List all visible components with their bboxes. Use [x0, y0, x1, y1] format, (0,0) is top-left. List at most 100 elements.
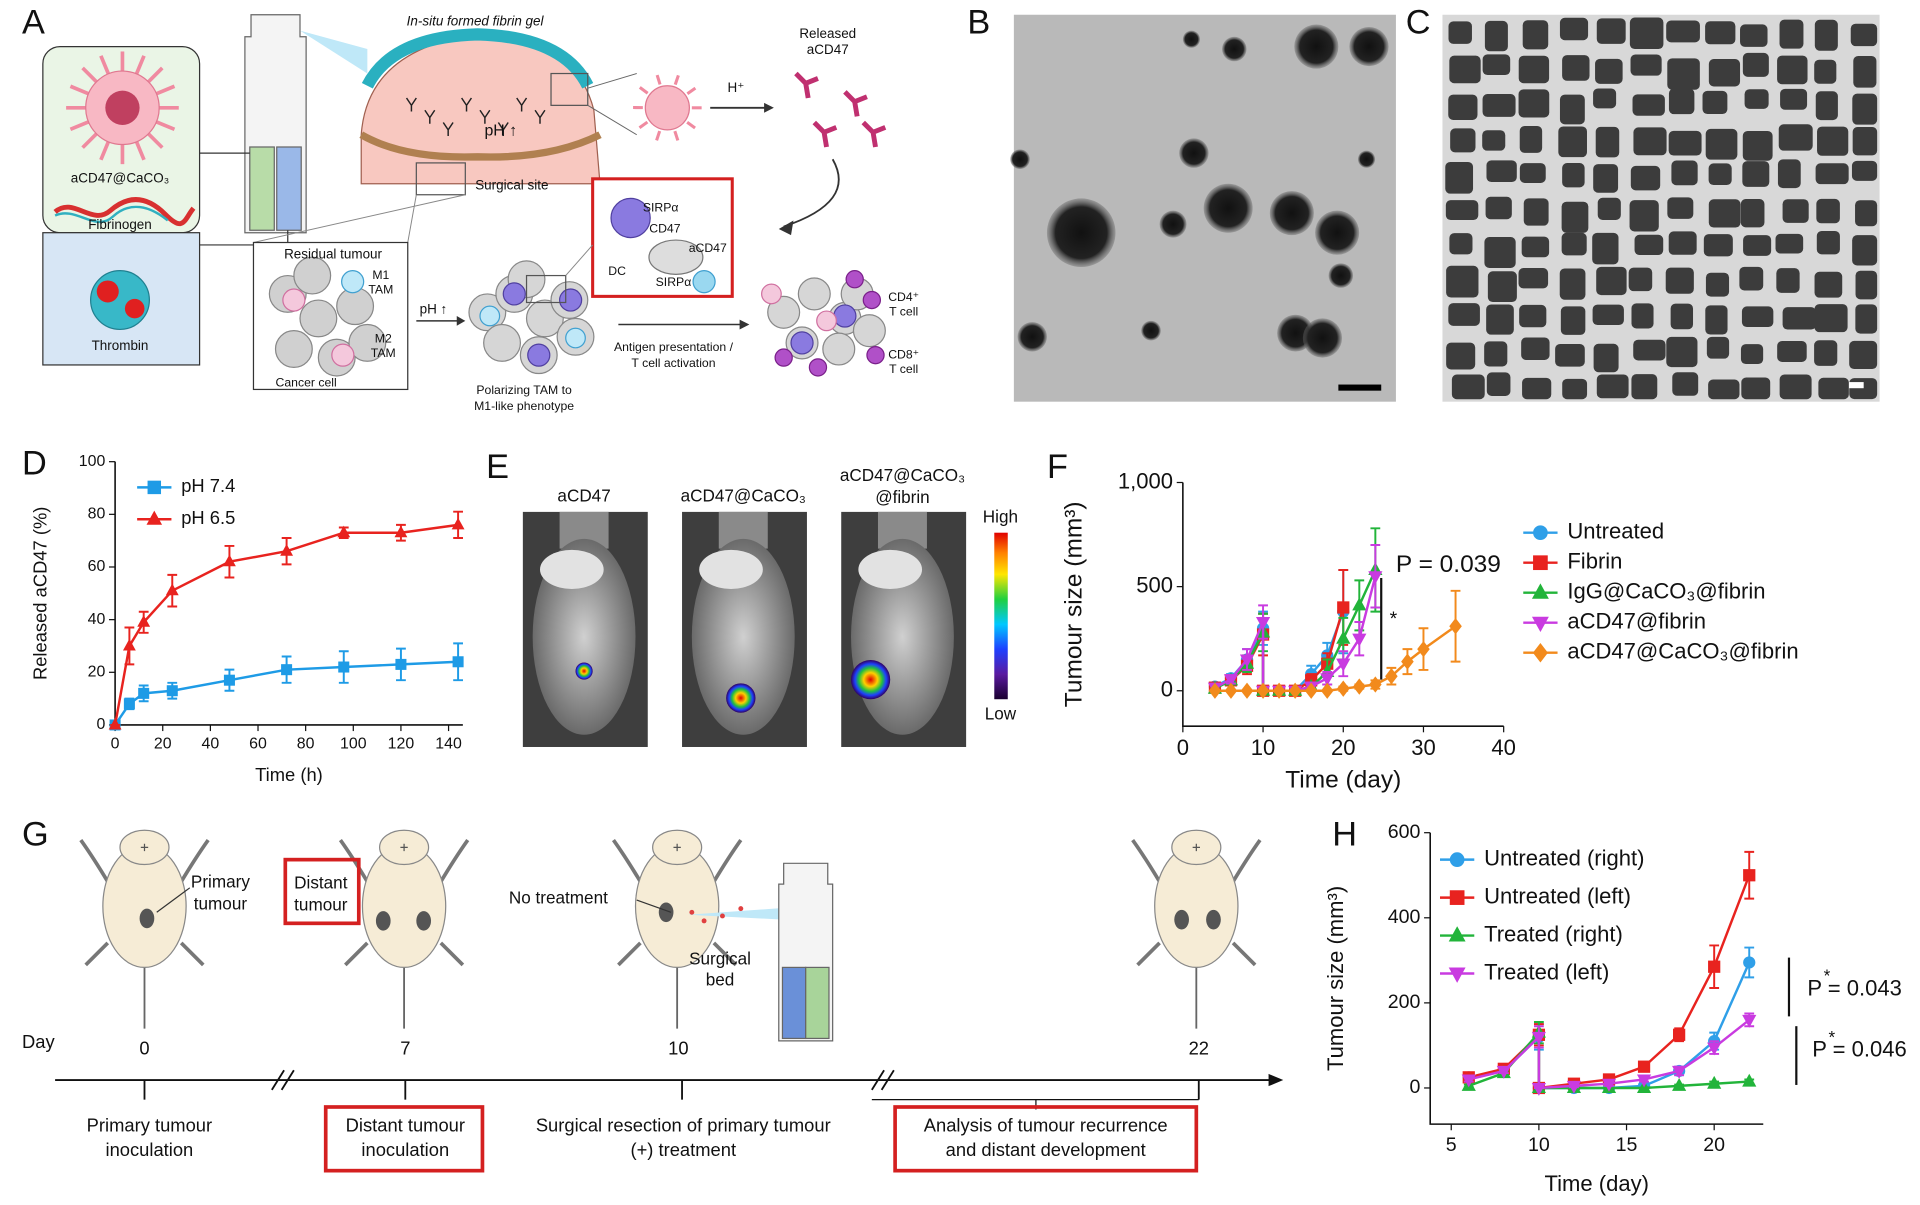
marker	[1566, 1080, 1582, 1094]
pore	[1741, 377, 1771, 400]
pore	[1670, 303, 1694, 330]
pore	[1667, 197, 1694, 219]
pore	[1815, 163, 1849, 185]
antibody	[81, 130, 100, 149]
particle-image	[1203, 183, 1253, 233]
x-axis-title: Time (h)	[255, 764, 323, 785]
pore	[1482, 130, 1506, 151]
label: 22	[1189, 1037, 1209, 1058]
pore	[1487, 271, 1517, 303]
arrowhead	[1268, 1073, 1284, 1087]
pore	[1562, 378, 1588, 400]
label: inoculation	[105, 1139, 193, 1160]
pore	[1740, 344, 1764, 364]
label: Primary	[191, 871, 250, 891]
marker	[1707, 1042, 1722, 1056]
pore	[1523, 198, 1549, 226]
pore	[1596, 18, 1626, 44]
mouse-body	[532, 538, 636, 735]
particle-image	[1010, 149, 1030, 170]
legend-label: aCD47@CaCO₃@fibrin	[1567, 639, 1798, 664]
marker	[223, 554, 236, 567]
marker	[338, 661, 350, 673]
t-cell	[845, 270, 864, 289]
series-line	[1468, 1018, 1751, 1090]
scale-bar	[1848, 382, 1864, 389]
x-tick-label: 80	[297, 735, 315, 752]
pore	[1852, 235, 1878, 266]
pore	[1744, 89, 1769, 109]
label: aCD47	[807, 42, 849, 57]
pore	[1559, 268, 1586, 300]
marker	[1320, 682, 1334, 699]
pore	[1633, 339, 1666, 361]
x-tick-label: 0	[111, 735, 120, 752]
pore	[1742, 130, 1773, 161]
pore	[1592, 304, 1624, 326]
pore	[1667, 58, 1700, 90]
label: tumour	[194, 893, 248, 913]
pore	[1633, 127, 1667, 156]
particle-image	[1328, 263, 1354, 288]
label: Distant	[294, 873, 348, 893]
spray-dot	[689, 909, 695, 915]
marker	[395, 658, 407, 670]
pore	[1779, 19, 1804, 49]
marker	[1288, 682, 1302, 699]
label: TAM	[368, 282, 393, 296]
antibody-icon	[843, 90, 868, 117]
marker	[1272, 682, 1286, 699]
label: T cell	[889, 362, 918, 376]
pore	[1446, 342, 1476, 370]
pore	[1708, 379, 1740, 400]
label: inoculation	[361, 1139, 449, 1160]
y-tick-label: 20	[88, 663, 106, 680]
zoom-line	[253, 194, 466, 243]
panel-letter: F	[1047, 448, 1068, 486]
pore	[1672, 372, 1699, 396]
pore	[1486, 372, 1511, 396]
pore	[1595, 126, 1620, 158]
pore	[1522, 20, 1549, 50]
pore	[1519, 125, 1543, 153]
spray	[300, 30, 368, 74]
pore	[1671, 160, 1698, 186]
cancer-cell	[274, 330, 313, 369]
particle-image	[1357, 150, 1376, 168]
pore	[1560, 306, 1586, 335]
pore	[1668, 130, 1702, 156]
particle-image	[1017, 322, 1047, 352]
label: T cell	[889, 305, 918, 319]
cancer-cell	[299, 299, 338, 338]
pore	[1705, 128, 1738, 160]
arrow	[783, 158, 840, 228]
particle-image	[1294, 24, 1339, 69]
legend-label: Untreated (right)	[1484, 845, 1644, 870]
x-tick-label: 20	[154, 735, 172, 752]
zoom-box	[415, 162, 466, 196]
label: 7	[400, 1037, 410, 1058]
label: and distant development	[946, 1139, 1146, 1160]
pore	[1561, 232, 1587, 256]
marker	[1637, 1060, 1651, 1073]
pore	[1815, 91, 1838, 121]
x-tick-label: 40	[1491, 735, 1516, 760]
y-tick-label: 400	[1388, 906, 1421, 928]
mouse-limbs	[611, 838, 743, 967]
mouse-limbs	[1131, 838, 1262, 967]
pore	[1814, 19, 1838, 51]
pore	[1740, 199, 1765, 228]
pore	[1561, 201, 1589, 233]
marker	[1368, 571, 1383, 585]
y-tick-label: 0	[96, 716, 105, 733]
pore	[1816, 198, 1840, 224]
pore	[1629, 200, 1659, 232]
marker	[1531, 1031, 1546, 1045]
x-tick-label: 60	[249, 735, 267, 752]
legend-label: Fibrin	[1567, 549, 1622, 574]
marker	[280, 544, 294, 556]
marker	[1449, 852, 1465, 867]
antibody	[638, 86, 649, 95]
marker	[1448, 926, 1466, 942]
antibody	[638, 120, 649, 130]
